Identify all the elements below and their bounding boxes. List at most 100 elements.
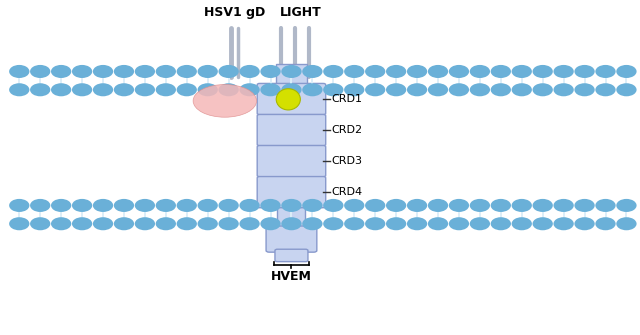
Ellipse shape — [365, 65, 385, 78]
Ellipse shape — [156, 217, 176, 230]
Ellipse shape — [428, 199, 448, 212]
Ellipse shape — [323, 65, 344, 78]
Ellipse shape — [554, 83, 574, 96]
Ellipse shape — [276, 89, 300, 110]
Ellipse shape — [532, 65, 553, 78]
Ellipse shape — [554, 199, 574, 212]
Ellipse shape — [114, 83, 134, 96]
Ellipse shape — [511, 217, 532, 230]
Ellipse shape — [72, 199, 92, 212]
Ellipse shape — [323, 83, 344, 96]
Ellipse shape — [282, 217, 301, 230]
Ellipse shape — [344, 199, 364, 212]
Ellipse shape — [470, 83, 490, 96]
Ellipse shape — [616, 65, 637, 78]
Ellipse shape — [198, 199, 218, 212]
Ellipse shape — [575, 83, 595, 96]
Ellipse shape — [72, 217, 92, 230]
Ellipse shape — [491, 199, 511, 212]
Ellipse shape — [428, 217, 448, 230]
Ellipse shape — [193, 84, 257, 117]
Ellipse shape — [156, 83, 176, 96]
Ellipse shape — [30, 65, 51, 78]
Ellipse shape — [156, 199, 176, 212]
Ellipse shape — [239, 217, 260, 230]
Ellipse shape — [9, 83, 29, 96]
Ellipse shape — [239, 199, 260, 212]
Text: CRD3: CRD3 — [332, 156, 362, 166]
FancyBboxPatch shape — [257, 115, 326, 146]
Ellipse shape — [114, 199, 134, 212]
Ellipse shape — [114, 217, 134, 230]
Ellipse shape — [114, 65, 134, 78]
Ellipse shape — [365, 199, 385, 212]
Ellipse shape — [407, 217, 428, 230]
Bar — [278, 205, 305, 228]
Ellipse shape — [449, 83, 469, 96]
Ellipse shape — [491, 83, 511, 96]
Ellipse shape — [135, 83, 155, 96]
Ellipse shape — [407, 199, 428, 212]
Ellipse shape — [595, 199, 616, 212]
Ellipse shape — [51, 65, 71, 78]
Ellipse shape — [9, 65, 29, 78]
Ellipse shape — [428, 83, 448, 96]
Ellipse shape — [386, 65, 406, 78]
Ellipse shape — [323, 217, 344, 230]
FancyBboxPatch shape — [275, 249, 308, 262]
Ellipse shape — [177, 199, 197, 212]
FancyBboxPatch shape — [257, 83, 326, 115]
Ellipse shape — [30, 83, 51, 96]
Ellipse shape — [72, 83, 92, 96]
Ellipse shape — [616, 217, 637, 230]
Text: HVEM: HVEM — [271, 270, 312, 283]
Ellipse shape — [302, 199, 323, 212]
Ellipse shape — [449, 217, 469, 230]
Ellipse shape — [302, 65, 323, 78]
Ellipse shape — [239, 65, 260, 78]
Ellipse shape — [511, 199, 532, 212]
FancyBboxPatch shape — [257, 145, 326, 177]
Text: HSV1 gD: HSV1 gD — [204, 6, 265, 18]
Ellipse shape — [282, 65, 301, 78]
Ellipse shape — [198, 65, 218, 78]
Ellipse shape — [595, 65, 616, 78]
Ellipse shape — [260, 199, 281, 212]
Ellipse shape — [239, 83, 260, 96]
Ellipse shape — [365, 217, 385, 230]
Ellipse shape — [470, 199, 490, 212]
Ellipse shape — [9, 217, 29, 230]
Ellipse shape — [575, 199, 595, 212]
Ellipse shape — [511, 65, 532, 78]
Ellipse shape — [282, 83, 301, 96]
Ellipse shape — [51, 83, 71, 96]
Ellipse shape — [470, 217, 490, 230]
Ellipse shape — [511, 83, 532, 96]
Ellipse shape — [449, 65, 469, 78]
Ellipse shape — [616, 83, 637, 96]
Ellipse shape — [575, 217, 595, 230]
Ellipse shape — [407, 65, 428, 78]
Ellipse shape — [575, 65, 595, 78]
Ellipse shape — [554, 65, 574, 78]
Ellipse shape — [344, 217, 364, 230]
Ellipse shape — [260, 65, 281, 78]
Ellipse shape — [302, 217, 323, 230]
Ellipse shape — [365, 83, 385, 96]
Ellipse shape — [595, 217, 616, 230]
Ellipse shape — [554, 217, 574, 230]
Ellipse shape — [386, 199, 406, 212]
Ellipse shape — [449, 199, 469, 212]
Ellipse shape — [218, 217, 239, 230]
Ellipse shape — [470, 65, 490, 78]
Ellipse shape — [9, 199, 29, 212]
Ellipse shape — [135, 65, 155, 78]
Ellipse shape — [93, 199, 113, 212]
Ellipse shape — [344, 65, 364, 78]
Ellipse shape — [407, 83, 428, 96]
Ellipse shape — [344, 83, 364, 96]
FancyBboxPatch shape — [257, 177, 326, 208]
Ellipse shape — [30, 199, 51, 212]
Ellipse shape — [72, 65, 92, 78]
Text: CRD1: CRD1 — [332, 94, 362, 104]
